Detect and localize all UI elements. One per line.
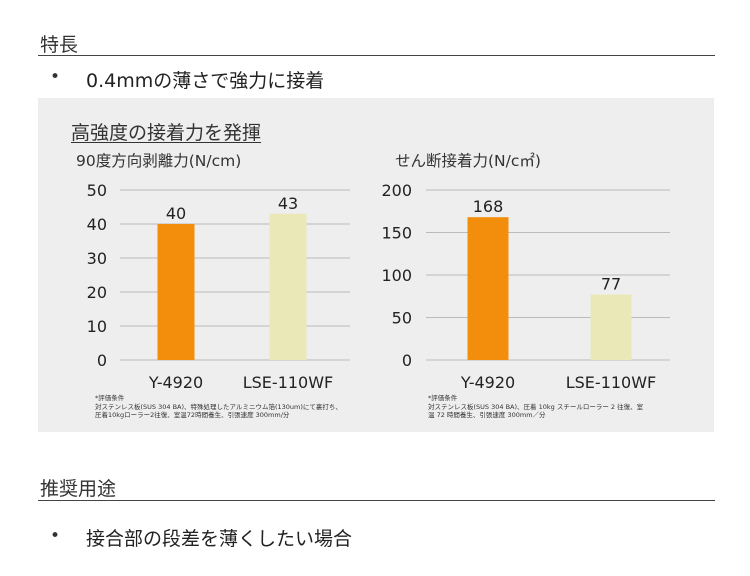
note-line: 圧着10kgローラー2往復、室温72時間養生、引張速度 300mm/分 xyxy=(95,411,290,420)
section-title-recommended-uses: 推奨用途 xyxy=(40,478,117,500)
shear-ytick-label: 200 xyxy=(381,181,412,200)
shear-bar-2 xyxy=(590,294,632,360)
peel-ytick-label: 10 xyxy=(87,317,107,336)
chart-panel xyxy=(38,98,714,432)
peel-ytick-label: 0 xyxy=(97,351,107,370)
panel-title: 高強度の接着力を発揮 xyxy=(71,122,262,144)
peel-chart-title: 90度方向剥離力(N/cm) xyxy=(76,152,242,170)
peel-ytick-label: 40 xyxy=(87,215,107,234)
shear-ytick-label: 0 xyxy=(402,351,412,370)
bullet-dot: • xyxy=(50,67,61,87)
peel-ytick-label: 50 xyxy=(87,181,107,200)
shear-ytick-label: 50 xyxy=(392,309,412,328)
shear-bar-1 xyxy=(467,217,509,360)
feature-bullet-text: 0.4mmの薄さで強力に接着 xyxy=(86,70,325,92)
shear-eval-note: *評価条件 対ステンレス板(SUS 304 BA)、圧着 10kg スチールロー… xyxy=(428,394,643,420)
use-bullet-text: 接合部の段差を薄くしたい場合 xyxy=(86,528,353,550)
peel-data-label: 40 xyxy=(166,204,186,223)
peel-data-label: 43 xyxy=(278,194,298,213)
peel-bar-2 xyxy=(269,213,307,360)
shear-data-label: 168 xyxy=(473,197,504,216)
note-line: 温 72 時間養生、引張速度 300mm／分 xyxy=(428,411,546,420)
note-line: *評価条件 xyxy=(428,394,458,402)
shear-ytick-label: 100 xyxy=(381,266,412,285)
note-line: 対ステンレス板(SUS 304 BA)、特殊処理したアルミニウム箔(130um)… xyxy=(95,402,342,411)
peel-category-label: Y-4920 xyxy=(148,373,203,392)
note-line: *評価条件 xyxy=(95,394,125,402)
peel-eval-note: *評価条件 対ステンレス板(SUS 304 BA)、特殊処理したアルミニウム箔(… xyxy=(95,394,342,420)
shear-category-label: Y-4920 xyxy=(460,373,515,392)
peel-ytick-label: 20 xyxy=(87,283,107,302)
shear-category-label: LSE-110WF xyxy=(566,373,657,392)
section-divider xyxy=(38,500,715,501)
section-divider xyxy=(38,55,715,56)
peel-bar-1 xyxy=(157,224,195,360)
note-line: 対ステンレス板(SUS 304 BA)、圧着 10kg スチールローラー 2 往… xyxy=(428,402,644,411)
peel-ytick-label: 30 xyxy=(87,249,107,268)
shear-chart-title: せん断接着力(N/c㎡) xyxy=(395,152,541,170)
bullet-dot: • xyxy=(50,526,61,546)
shear-data-label: 77 xyxy=(601,275,621,294)
section-title-features: 特長 xyxy=(40,34,79,56)
shear-ytick-label: 150 xyxy=(381,224,412,243)
peel-category-label: LSE-110WF xyxy=(243,373,334,392)
